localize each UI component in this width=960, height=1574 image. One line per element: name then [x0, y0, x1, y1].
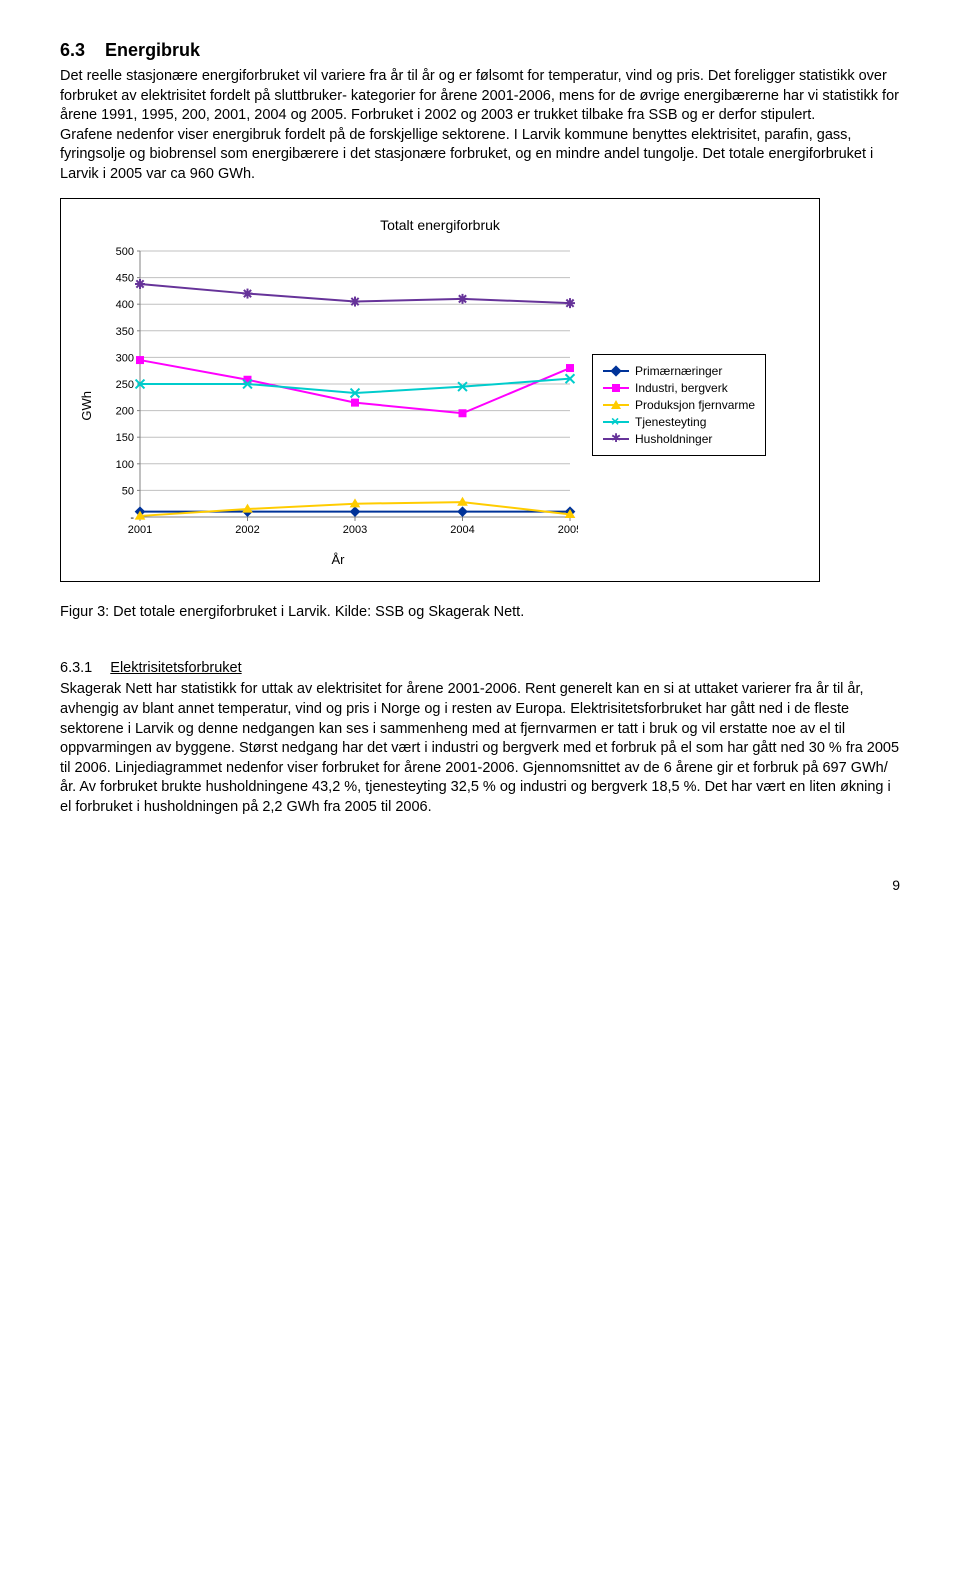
- svg-text:2004: 2004: [450, 524, 474, 536]
- svg-text:2001: 2001: [128, 524, 152, 536]
- section-paragraph-1: Det reelle stasjonære energiforbruket vi…: [60, 67, 900, 184]
- legend-item: ×Tjenesteyting: [603, 415, 755, 429]
- legend-item: Primærnæringer: [603, 364, 755, 378]
- legend-item: ✱Husholdninger: [603, 432, 755, 446]
- subsection-heading: 6.3.1 Elektrisitetsforbruket: [60, 660, 900, 676]
- svg-text:150: 150: [116, 433, 134, 445]
- chart-container: Totalt energiforbruk GWh -50100150200250…: [60, 198, 820, 582]
- subsection-paragraph: Skagerak Nett har statistikk for uttak a…: [60, 680, 900, 817]
- svg-text:350: 350: [116, 326, 134, 338]
- subsection-number: 6.3.1: [60, 660, 92, 676]
- legend-item: Produksjon fjernvarme: [603, 398, 755, 412]
- legend-label: Industri, bergverk: [635, 381, 728, 395]
- chart-y-axis-label: GWh: [79, 391, 94, 421]
- svg-text:300: 300: [116, 353, 134, 365]
- legend-label: Tjenesteyting: [635, 415, 706, 429]
- document-page: 6.3 Energibruk Det reelle stasjonære ene…: [0, 0, 960, 933]
- svg-text:2002: 2002: [235, 524, 259, 536]
- legend-label: Produksjon fjernvarme: [635, 398, 755, 412]
- svg-text:400: 400: [116, 300, 134, 312]
- chart-plot-area: - 50 100 150 200 250 300 350 400 450 500 2001 2002 20…: [98, 243, 578, 567]
- page-number: 9: [60, 877, 900, 893]
- svg-text:2003: 2003: [343, 524, 367, 536]
- legend-label: Primærnæringer: [635, 364, 722, 378]
- section-title: Energibruk: [105, 40, 200, 60]
- chart-svg: - 50 100 150 200 250 300 350 400 450 500 2001 2002 20…: [98, 243, 578, 543]
- svg-text:200: 200: [116, 406, 134, 418]
- svg-text:500: 500: [116, 246, 134, 258]
- svg-text:50: 50: [122, 486, 134, 498]
- chart-x-axis-label: År: [98, 552, 578, 567]
- chart-legend: Primærnæringer Industri, bergverk Produksj…: [592, 354, 766, 456]
- figure-caption: Figur 3: Det totale energiforbruket i La…: [60, 604, 900, 620]
- svg-text:450: 450: [116, 273, 134, 285]
- svg-text:100: 100: [116, 459, 134, 471]
- chart-title: Totalt energiforbruk: [79, 217, 801, 233]
- svg-text:2005: 2005: [558, 524, 578, 536]
- legend-item: Industri, bergverk: [603, 381, 755, 395]
- svg-text:-: -: [130, 512, 134, 524]
- subsection-title: Elektrisitetsforbruket: [110, 660, 241, 676]
- section-heading: 6.3 Energibruk: [60, 40, 900, 61]
- legend-label: Husholdninger: [635, 432, 712, 446]
- section-number: 6.3: [60, 40, 85, 60]
- svg-text:250: 250: [116, 379, 134, 391]
